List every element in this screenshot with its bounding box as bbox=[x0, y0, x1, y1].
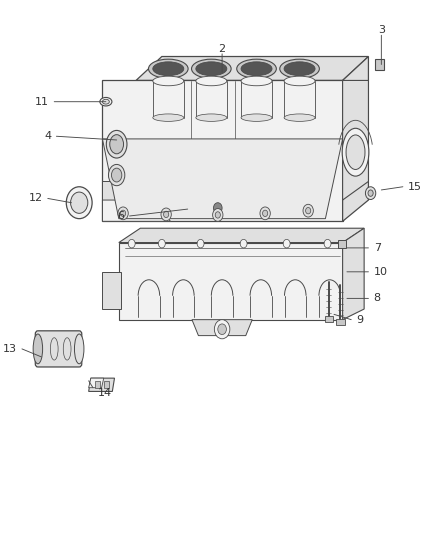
Circle shape bbox=[262, 210, 268, 216]
Polygon shape bbox=[102, 139, 343, 219]
Ellipse shape bbox=[284, 62, 315, 76]
Circle shape bbox=[161, 208, 171, 221]
FancyBboxPatch shape bbox=[35, 331, 82, 367]
Circle shape bbox=[214, 320, 230, 339]
Circle shape bbox=[365, 187, 376, 199]
Circle shape bbox=[368, 190, 373, 196]
Polygon shape bbox=[375, 59, 384, 70]
Circle shape bbox=[303, 204, 313, 217]
Ellipse shape bbox=[196, 114, 227, 122]
Ellipse shape bbox=[284, 76, 315, 86]
Circle shape bbox=[118, 207, 128, 220]
Circle shape bbox=[213, 203, 222, 213]
Polygon shape bbox=[104, 381, 109, 387]
Ellipse shape bbox=[191, 59, 231, 78]
Text: 12: 12 bbox=[28, 193, 42, 204]
Circle shape bbox=[306, 207, 311, 214]
Circle shape bbox=[324, 239, 331, 248]
Ellipse shape bbox=[241, 114, 272, 122]
Polygon shape bbox=[102, 181, 121, 203]
Ellipse shape bbox=[237, 59, 276, 78]
Text: 10: 10 bbox=[374, 267, 388, 277]
Circle shape bbox=[283, 239, 290, 248]
Ellipse shape bbox=[109, 165, 125, 185]
Text: 8: 8 bbox=[374, 293, 381, 303]
Polygon shape bbox=[119, 228, 364, 243]
Polygon shape bbox=[102, 272, 121, 309]
Text: 11: 11 bbox=[35, 96, 49, 107]
Ellipse shape bbox=[241, 62, 272, 76]
Circle shape bbox=[71, 192, 88, 213]
Polygon shape bbox=[95, 381, 100, 387]
Ellipse shape bbox=[100, 98, 112, 106]
Ellipse shape bbox=[153, 114, 184, 122]
Ellipse shape bbox=[33, 334, 42, 364]
Ellipse shape bbox=[346, 135, 365, 169]
Circle shape bbox=[212, 208, 223, 221]
Polygon shape bbox=[102, 80, 343, 221]
Ellipse shape bbox=[153, 76, 184, 86]
Text: 6: 6 bbox=[117, 211, 124, 221]
Ellipse shape bbox=[342, 128, 369, 176]
Circle shape bbox=[197, 239, 204, 248]
Ellipse shape bbox=[106, 131, 127, 158]
Circle shape bbox=[215, 212, 220, 218]
Polygon shape bbox=[343, 228, 364, 320]
Ellipse shape bbox=[102, 99, 110, 104]
Polygon shape bbox=[343, 56, 368, 221]
Circle shape bbox=[159, 239, 165, 248]
Polygon shape bbox=[325, 316, 333, 322]
Text: 4: 4 bbox=[44, 131, 51, 141]
Text: 15: 15 bbox=[408, 182, 422, 192]
Ellipse shape bbox=[148, 59, 188, 78]
Circle shape bbox=[120, 210, 126, 216]
Circle shape bbox=[260, 207, 270, 220]
Polygon shape bbox=[336, 319, 345, 325]
Polygon shape bbox=[338, 240, 346, 248]
Text: 13: 13 bbox=[3, 344, 17, 354]
Polygon shape bbox=[343, 80, 368, 200]
Polygon shape bbox=[136, 56, 368, 80]
Text: 3: 3 bbox=[378, 25, 385, 35]
Ellipse shape bbox=[110, 135, 124, 154]
Polygon shape bbox=[88, 378, 104, 387]
Ellipse shape bbox=[241, 76, 272, 86]
Polygon shape bbox=[192, 320, 252, 336]
Polygon shape bbox=[88, 378, 114, 391]
Text: 2: 2 bbox=[219, 44, 226, 54]
Circle shape bbox=[128, 239, 135, 248]
Circle shape bbox=[163, 211, 169, 217]
Circle shape bbox=[66, 187, 92, 219]
Ellipse shape bbox=[284, 114, 315, 122]
Ellipse shape bbox=[112, 168, 122, 182]
Ellipse shape bbox=[280, 59, 319, 78]
Ellipse shape bbox=[196, 76, 227, 86]
Ellipse shape bbox=[196, 62, 227, 76]
Circle shape bbox=[240, 239, 247, 248]
Ellipse shape bbox=[74, 334, 84, 364]
Polygon shape bbox=[119, 243, 343, 320]
Text: 9: 9 bbox=[357, 314, 364, 325]
Polygon shape bbox=[102, 200, 170, 221]
Text: 14: 14 bbox=[98, 387, 112, 398]
Circle shape bbox=[218, 324, 226, 335]
Text: 7: 7 bbox=[374, 243, 381, 253]
Ellipse shape bbox=[153, 62, 184, 76]
